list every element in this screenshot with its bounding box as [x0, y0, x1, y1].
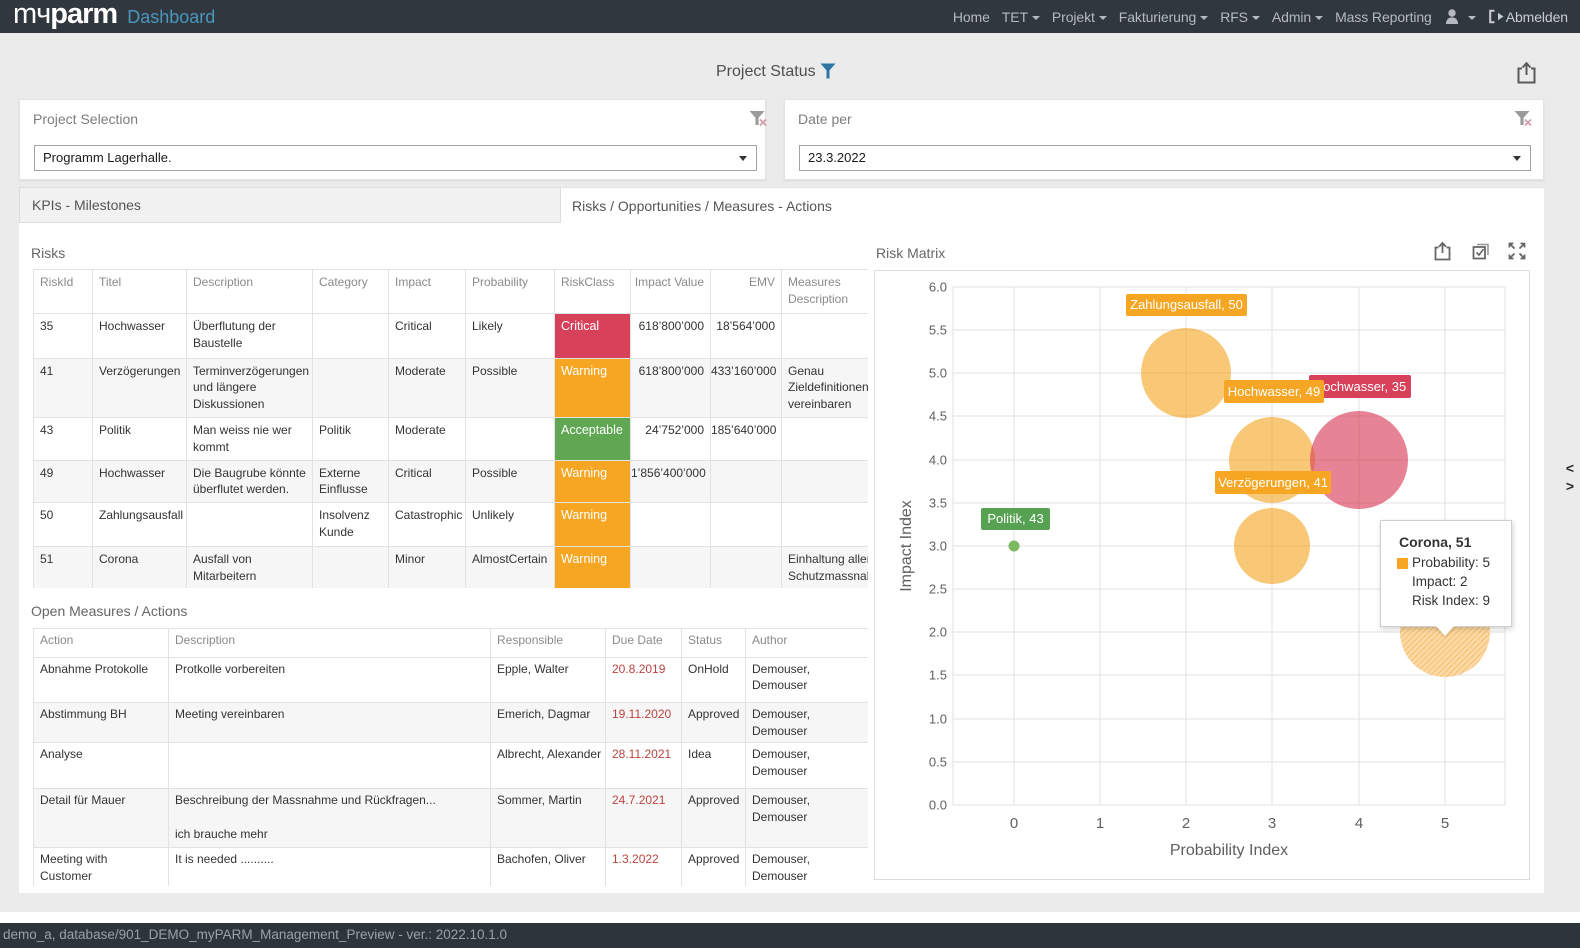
- svg-text:4.5: 4.5: [929, 409, 947, 424]
- svg-text:2.5: 2.5: [929, 582, 947, 597]
- svg-text:3.0: 3.0: [929, 539, 947, 554]
- svg-text:Probability Index: Probability Index: [1170, 842, 1288, 859]
- svg-text:1: 1: [1096, 815, 1104, 832]
- svg-text:4: 4: [1355, 815, 1363, 832]
- svg-text:4.0: 4.0: [929, 453, 947, 468]
- svg-text:2: 2: [1182, 815, 1190, 832]
- svg-text:0.0: 0.0: [929, 798, 947, 813]
- svg-text:2.0: 2.0: [929, 625, 947, 640]
- svg-text:5.0: 5.0: [929, 366, 947, 381]
- svg-text:5.5: 5.5: [929, 323, 947, 338]
- svg-text:6.0: 6.0: [929, 280, 947, 295]
- svg-text:5: 5: [1441, 815, 1449, 832]
- svg-text:3.5: 3.5: [929, 496, 947, 511]
- svg-text:Impact Index: Impact Index: [898, 500, 915, 592]
- svg-text:1.0: 1.0: [929, 712, 947, 727]
- svg-text:0.5: 0.5: [929, 755, 947, 770]
- svg-text:3: 3: [1268, 815, 1276, 832]
- svg-text:1.5: 1.5: [929, 668, 947, 683]
- svg-text:0: 0: [1010, 815, 1018, 832]
